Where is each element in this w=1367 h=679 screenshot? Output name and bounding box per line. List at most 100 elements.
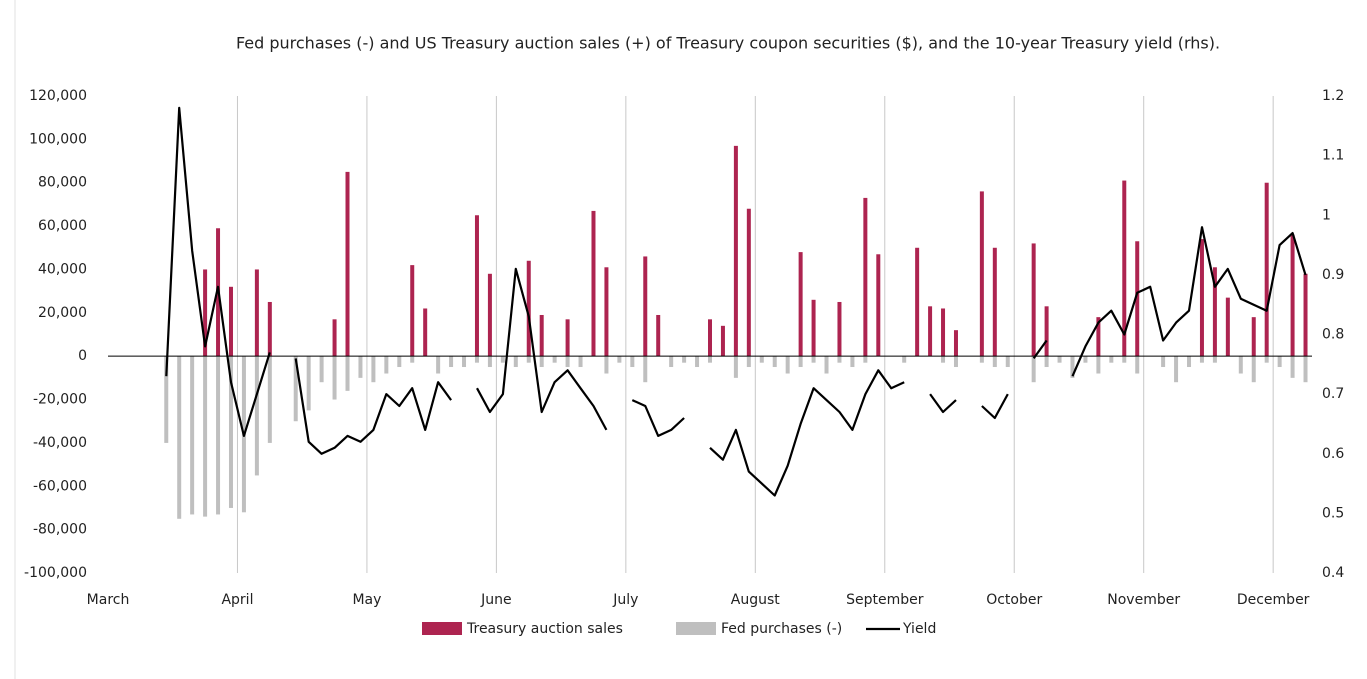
- bar: [539, 356, 544, 368]
- bar: [811, 299, 816, 357]
- bar: [759, 356, 764, 363]
- bar: [708, 319, 712, 357]
- bar: [682, 356, 687, 363]
- bar: [733, 145, 738, 357]
- bar: [319, 356, 324, 383]
- bar: [1135, 241, 1140, 357]
- y2-tick-label: 0.9: [1322, 267, 1344, 283]
- bar: [513, 356, 518, 368]
- bar: [487, 356, 492, 368]
- y2-tick-label: 0.8: [1322, 327, 1344, 343]
- bar: [345, 171, 350, 357]
- bar: [164, 356, 169, 443]
- bar: [902, 356, 907, 363]
- bar: [1251, 317, 1256, 357]
- bar: [254, 269, 259, 357]
- bar: [487, 273, 492, 357]
- y2-tick-label: 0.4: [1322, 565, 1344, 581]
- bar: [1303, 273, 1308, 357]
- line: [165, 106, 1307, 497]
- bar: [539, 314, 544, 357]
- x-tick-label: June: [480, 592, 512, 608]
- bar: [190, 356, 195, 515]
- bar: [203, 356, 208, 517]
- bar: [824, 356, 829, 374]
- y-tick-label: -60,000: [33, 478, 87, 494]
- bar: [552, 356, 557, 363]
- bar: [643, 356, 648, 383]
- bar: [1238, 356, 1243, 374]
- bar: [656, 314, 661, 357]
- bar: [863, 356, 868, 363]
- y-tick-label: -80,000: [33, 522, 87, 538]
- bar: [941, 308, 946, 357]
- bar: [604, 356, 609, 374]
- y2-tick-label: 1.1: [1322, 148, 1344, 164]
- bar: [1251, 356, 1256, 383]
- bar: [332, 319, 337, 357]
- legend-label: Treasury auction sales: [466, 621, 623, 637]
- bar: [565, 356, 570, 368]
- bar: [928, 306, 933, 357]
- bar: [1264, 182, 1269, 357]
- bar: [1225, 297, 1230, 357]
- bar: [863, 197, 868, 357]
- y-tick-label: 120,000: [29, 88, 87, 104]
- bar: [992, 356, 997, 368]
- y2-tick-label: 0.6: [1322, 446, 1344, 462]
- bar: [695, 356, 700, 368]
- bar: [267, 356, 272, 443]
- bar: [1303, 356, 1308, 383]
- y2-tick-label: 0.7: [1322, 386, 1344, 402]
- bar: [953, 356, 958, 368]
- bar: [941, 356, 946, 363]
- bar: [708, 356, 712, 363]
- x-tick-label: April: [221, 592, 253, 608]
- bar: [500, 356, 505, 363]
- bar: [669, 356, 674, 368]
- bar: [1070, 356, 1075, 378]
- y2-tick-label: 1: [1322, 207, 1331, 223]
- y-tick-label: 40,000: [38, 261, 87, 277]
- bar: [1083, 356, 1088, 363]
- legend-swatch: [422, 622, 462, 635]
- bar: [953, 330, 958, 357]
- chart-title: Fed purchases (-) and US Treasury auctio…: [236, 34, 1220, 53]
- bar: [1212, 356, 1217, 363]
- bar: [397, 356, 402, 368]
- bar: [228, 356, 233, 508]
- bar: [1031, 243, 1036, 357]
- y-tick-label: -40,000: [33, 435, 87, 451]
- x-tick-label: December: [1237, 592, 1310, 608]
- x-tick-label: October: [986, 592, 1042, 608]
- bar: [837, 356, 842, 363]
- bar: [1161, 356, 1166, 368]
- bar: [811, 356, 816, 363]
- bar: [630, 356, 635, 368]
- bar: [1109, 356, 1114, 363]
- bar: [1174, 356, 1179, 383]
- bar: [1005, 356, 1010, 368]
- bar: [474, 215, 479, 357]
- bar: [177, 356, 182, 519]
- bar: [785, 356, 790, 374]
- bar: [293, 356, 298, 422]
- bar: [436, 356, 441, 374]
- bar: [332, 356, 337, 400]
- bar: [798, 252, 803, 357]
- bar: [798, 356, 803, 368]
- legend-swatch: [676, 622, 716, 635]
- y-tick-label: 80,000: [38, 175, 87, 191]
- bar: [604, 267, 609, 357]
- bar: [837, 301, 842, 357]
- bar: [449, 356, 454, 368]
- bar: [462, 356, 467, 368]
- bar: [1122, 356, 1127, 363]
- bar: [203, 269, 208, 357]
- bar: [643, 256, 648, 357]
- y-tick-label: 0: [78, 348, 87, 364]
- bar: [1199, 239, 1204, 357]
- bar: [1135, 356, 1140, 374]
- bar: [410, 265, 415, 357]
- bar: [591, 210, 596, 357]
